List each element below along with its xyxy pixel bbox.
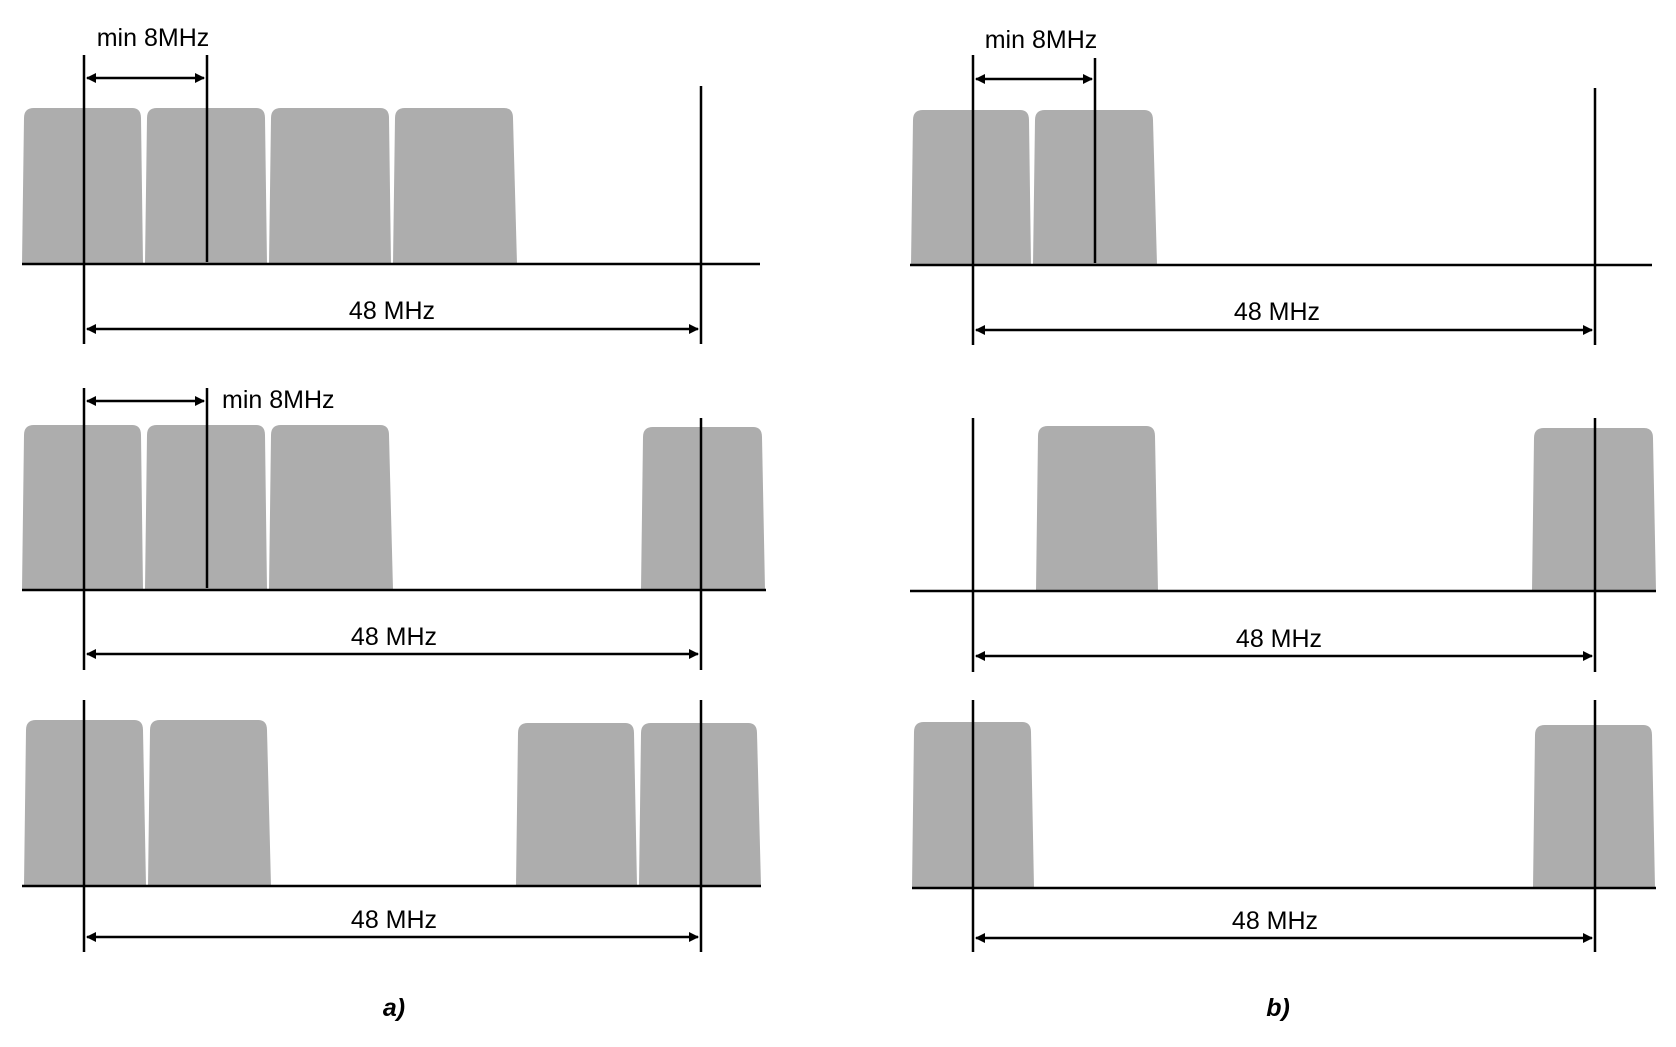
- column-b: min 8MHz 48 MHz 48 MHz 48 MHz b): [910, 26, 1656, 1022]
- span-label: 48 MHz: [1236, 625, 1322, 653]
- span-label: 48 MHz: [351, 623, 437, 651]
- panel-b1: min 8MHz 48 MHz: [910, 26, 1652, 345]
- channel-block: [269, 108, 391, 264]
- channel-block: [393, 108, 517, 264]
- min-spacing-label: min 8MHz: [222, 386, 335, 414]
- channel-block: [516, 723, 637, 886]
- span-label: 48 MHz: [351, 906, 437, 934]
- channel-block: [1036, 426, 1158, 591]
- channel-block: [911, 110, 1031, 265]
- channel-block: [148, 720, 271, 886]
- min-spacing-label: min 8MHz: [985, 26, 1098, 54]
- column-caption: b): [1266, 994, 1290, 1022]
- channel-block: [269, 425, 393, 590]
- channel-block: [22, 425, 143, 590]
- span-label: 48 MHz: [1232, 907, 1318, 935]
- channel-block: [641, 427, 765, 590]
- panel-a2: min 8MHz 48 MHz: [22, 386, 766, 670]
- span-label: 48 MHz: [1234, 298, 1320, 326]
- panel-a1: min 8MHz 48 MHz: [22, 24, 760, 344]
- column-caption: a): [383, 994, 405, 1022]
- column-a: min 8MHz 48 MHz min 8MHz 48 MHz: [22, 24, 766, 1022]
- panel-b3: 48 MHz: [912, 700, 1656, 952]
- span-label: 48 MHz: [349, 297, 435, 325]
- channel-block: [22, 108, 143, 264]
- min-spacing-label: min 8MHz: [97, 24, 210, 52]
- panel-a3: 48 MHz: [22, 700, 761, 952]
- panel-b2: 48 MHz: [910, 418, 1656, 672]
